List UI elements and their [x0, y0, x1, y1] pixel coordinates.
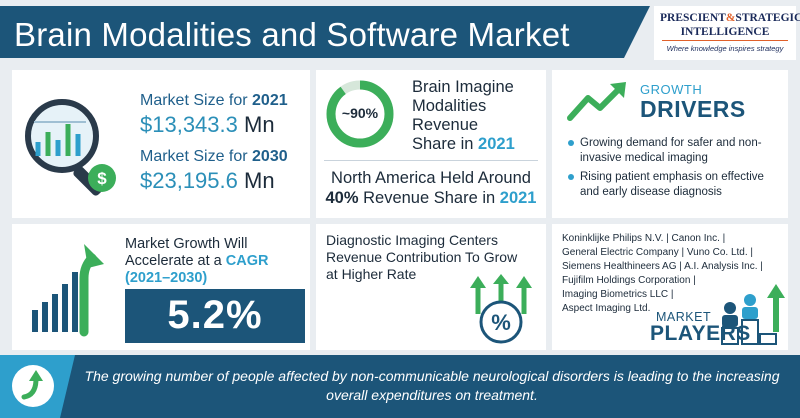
- upward-curve-arrow-icon: [12, 365, 54, 407]
- market-size-2021-year: 2021: [252, 92, 288, 109]
- market-growth-prefix: Accelerate at a: [125, 253, 226, 269]
- header: Brain Modalities and Software Market PRE…: [0, 0, 800, 64]
- market-size-2021-label: Market Size for 2021: [140, 92, 288, 110]
- magnifier-chart-icon: $: [25, 99, 116, 196]
- cagr-value: 5.2%: [167, 293, 263, 337]
- player-line: General Electric Company | Vuno Co. Ltd.…: [562, 247, 754, 258]
- brain-imaging-line3: Revenue: [412, 116, 479, 134]
- logo-ampersand: &: [725, 12, 736, 24]
- svg-text:%: %: [491, 310, 511, 335]
- brain-imaging-year: 2021: [478, 135, 515, 153]
- growth-driver-bullet-2: Rising patient emphasis on effective and…: [568, 170, 780, 200]
- brain-imaging-share-prefix: Share in: [412, 135, 479, 153]
- footer-cap: [0, 355, 75, 418]
- market-players-label-small: MARKET: [656, 310, 712, 324]
- market-size-2030-year: 2030: [252, 148, 288, 165]
- growth-label-small: GROWTH: [640, 82, 703, 97]
- footer-banner: The growing number of people affected by…: [0, 355, 800, 418]
- title-band: Brain Modalities and Software Market: [0, 6, 650, 58]
- page-title: Brain Modalities and Software Market: [14, 16, 570, 53]
- cagr-period: (2021–2030): [125, 270, 208, 286]
- brain-panel-divider: [324, 160, 538, 161]
- growth-label-big: DRIVERS: [640, 96, 746, 122]
- brain-imaging-text: Brain Imagine Modalities Revenue Share i…: [412, 78, 515, 154]
- footer-text: The growing number of people affected by…: [84, 368, 780, 403]
- diagnostic-centers-panel: Diagnostic Imaging Centers Revenue Contr…: [316, 224, 546, 350]
- north-america-line1: North America Held Around: [331, 169, 531, 187]
- diagnostic-text: Diagnostic Imaging Centers Revenue Contr…: [326, 232, 540, 283]
- market-size-2021-value: $13,343.3 Mn: [140, 112, 275, 138]
- diagnostic-line2: Revenue Contribution To Grow: [326, 249, 518, 265]
- market-size-2021-prefix: Market Size for: [140, 92, 253, 109]
- growth-driver-bullet-1: Growing demand for safer and non-invasiv…: [568, 136, 780, 166]
- company-logo: PRESCIENT&STRATEGIC INTELLIGENCE Where k…: [654, 6, 800, 60]
- logo-line2: INTELLIGENCE: [680, 26, 770, 38]
- north-america-share: 40%: [325, 189, 359, 207]
- podium-people-icon: [721, 284, 785, 345]
- revenue-share-donut: [326, 80, 394, 148]
- donut-label: ~90%: [341, 105, 379, 121]
- growth-drivers-panel: GROWTH DRIVERS Growing demand for safer …: [552, 70, 788, 218]
- brain-imaging-line4: Share in 2021: [412, 135, 515, 154]
- logo-tagline: Where knowledge inspires strategy: [666, 44, 784, 53]
- market-growth-line1: Market Growth Will: [125, 236, 248, 252]
- market-players-panel: Koninklijke Philips N.V. | Canon Inc. | …: [552, 224, 788, 350]
- diagnostic-line1: Diagnostic Imaging Centers: [326, 232, 498, 248]
- market-growth-text: Market Growth Will Accelerate at a CAGR …: [125, 236, 268, 287]
- player-line: Koninklijke Philips N.V. | Canon Inc. |: [562, 233, 726, 244]
- market-players-list: Koninklijke Philips N.V. | Canon Inc. | …: [562, 232, 784, 316]
- brain-imaging-line1: Brain Imagine: [412, 78, 514, 96]
- market-size-2030-label: Market Size for 2030: [140, 148, 288, 166]
- player-line: Siemens Healthineers AG | A.I. Analysis …: [562, 261, 763, 272]
- cagr-word: CAGR: [225, 253, 269, 269]
- market-size-2030-value: $23,195.6 Mn: [140, 168, 275, 194]
- logo-word-prescient: PRESCIENT: [660, 12, 726, 24]
- north-america-mid: Revenue Share in: [358, 189, 500, 207]
- logo-divider: [662, 40, 788, 41]
- logo-word-strategic: STRATEGIC: [735, 12, 800, 24]
- diagnostic-line3: at Higher Rate: [326, 266, 417, 282]
- cagr-value-box: 5.2%: [125, 289, 305, 343]
- north-america-year: 2021: [499, 189, 537, 207]
- market-size-2030-unit: Mn: [244, 168, 275, 193]
- market-size-2021-amount: $13,343.3: [140, 112, 238, 137]
- player-line: Aspect Imaging Ltd.: [562, 303, 651, 314]
- growth-trend-icon: [567, 82, 626, 121]
- north-america-text: North America Held Around 40% Revenue Sh…: [316, 168, 546, 208]
- player-line: Fujifilm Holdings Corporation |: [562, 275, 696, 286]
- logo-line1: PRESCIENT&STRATEGIC: [660, 12, 800, 24]
- brain-imaging-line2: Modalities: [412, 97, 487, 115]
- market-size-2021-unit: Mn: [244, 112, 275, 137]
- percent-growth-icon: %: [470, 274, 532, 344]
- growth-bars-arrow-icon: [32, 244, 104, 337]
- north-america-line2: 40% Revenue Share in 2021: [316, 188, 546, 208]
- svg-text:$: $: [97, 169, 107, 188]
- player-line: Imaging Biometrics LLC |: [562, 289, 674, 300]
- market-growth-line2: Accelerate at a CAGR: [125, 253, 268, 270]
- market-size-panel: $ Market Size for 2021 $13,343.3 Mn Mark…: [12, 70, 310, 218]
- market-size-2030-amount: $23,195.6: [140, 168, 238, 193]
- market-size-2030-prefix: Market Size for: [140, 148, 253, 165]
- brain-imaging-panel: ~90% Brain Imagine Modalities Revenue Sh…: [316, 70, 546, 218]
